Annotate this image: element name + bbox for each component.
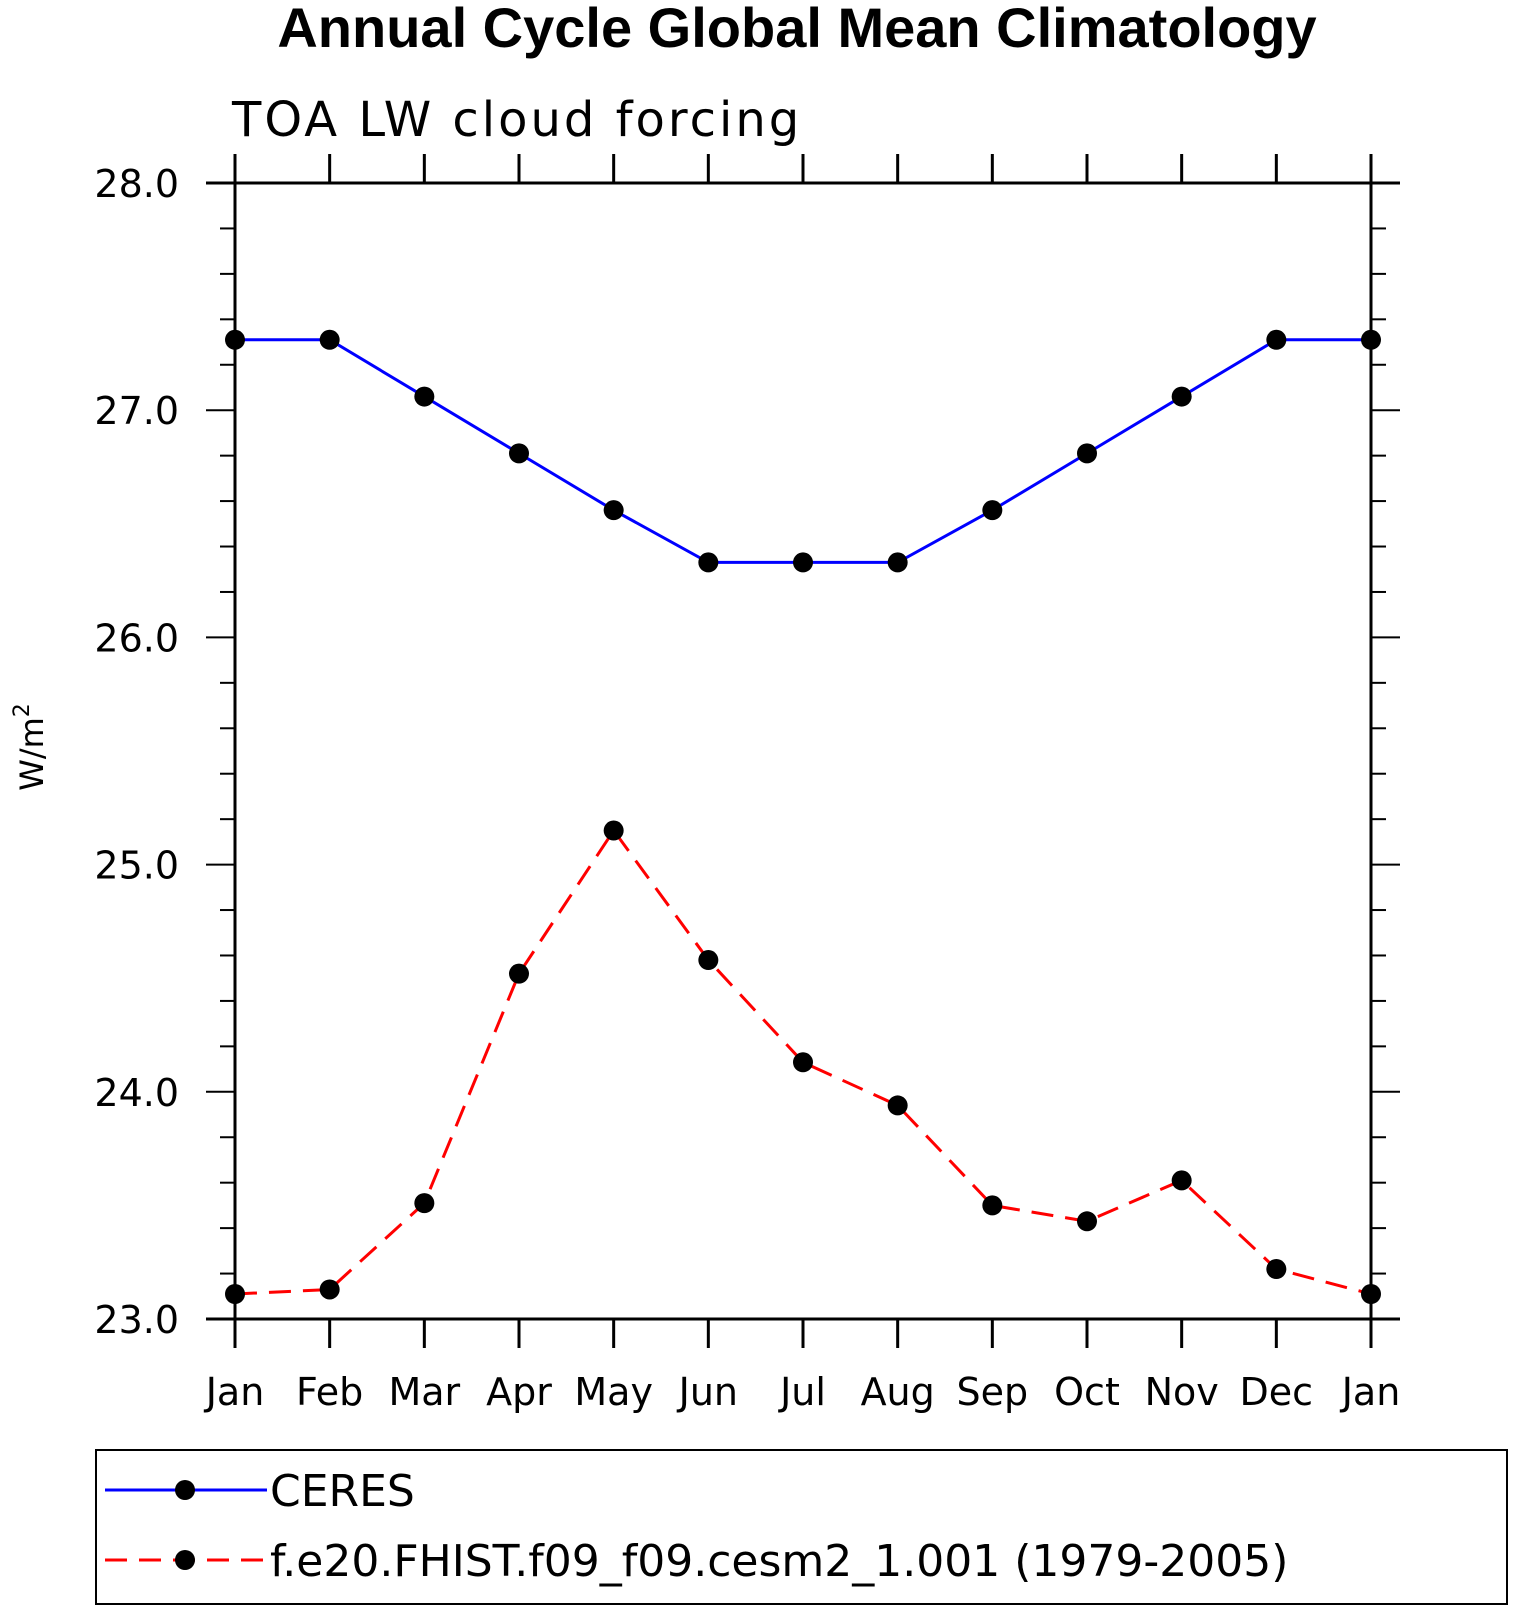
data-point: [1077, 1211, 1097, 1232]
data-point: [793, 1052, 813, 1073]
data-point: [603, 820, 624, 841]
legend-marker-1: [175, 1480, 195, 1500]
data-point: [1266, 329, 1287, 350]
x-tick-label: Oct: [1054, 1370, 1120, 1414]
data-point: [698, 950, 719, 971]
data-point: [982, 1195, 1003, 1216]
y-tick-label: 26.0: [94, 616, 179, 660]
x-tick-label: Nov: [1145, 1370, 1219, 1414]
data-point: [603, 500, 624, 521]
x-tick-label: Mar: [388, 1370, 460, 1414]
data-point: [509, 963, 529, 984]
data-point: [1171, 1170, 1192, 1191]
data-point: [1361, 1284, 1381, 1305]
x-tick-label: Jan: [1340, 1370, 1401, 1414]
data-point: [1361, 329, 1381, 350]
x-tick-label: Feb: [296, 1370, 363, 1414]
x-tick-label: Jan: [204, 1370, 265, 1414]
data-point: [414, 386, 435, 407]
data-point: [414, 1193, 435, 1214]
data-point: [887, 552, 908, 573]
data-point: [1077, 443, 1097, 464]
legend-marker-2: [175, 1550, 195, 1570]
x-tick-label: Apr: [486, 1370, 552, 1414]
data-point: [319, 329, 340, 350]
data-point: [887, 1095, 908, 1116]
x-tick-label: May: [574, 1370, 653, 1414]
data-point: [982, 500, 1003, 521]
data-point: [319, 1279, 340, 1300]
x-tick-label: Aug: [861, 1370, 935, 1414]
data-point: [225, 1284, 245, 1305]
chart-title: Annual Cycle Global Mean Climatology: [277, 0, 1316, 59]
axis-ticks: [206, 154, 1400, 1348]
y-tick-labels: 23.0 24.0 25.0 26.0 27.0 28.0: [94, 162, 179, 1342]
data-point: [225, 329, 245, 350]
data-point: [793, 552, 813, 573]
legend-label-1: CERES: [270, 1466, 415, 1517]
series-line-1: [235, 338, 1371, 564]
plot-axes: [206, 181, 1400, 1321]
plot-frame: [233, 181, 1373, 1321]
x-tick-label: Jun: [677, 1370, 738, 1414]
legend-box: [95, 1449, 1508, 1605]
x-tick-label: Jul: [778, 1370, 826, 1414]
chart-subtitle: TOA LW cloud forcing: [231, 92, 802, 148]
x-tick-label: Dec: [1240, 1370, 1314, 1414]
data-point: [1171, 386, 1192, 407]
legend: CERES f.e20.FHIST.f09_f09.cesm2_1.001 (19…: [95, 1449, 1508, 1605]
x-tick-label: Sep: [957, 1370, 1029, 1414]
y-axis-label: W/m2: [10, 703, 51, 791]
legend-entries: CERES f.e20.FHIST.f09_f09.cesm2_1.001 (19…: [105, 1466, 1288, 1587]
data-point: [1266, 1259, 1287, 1280]
data-series: [225, 329, 1381, 1305]
y-tick-label: 27.0: [94, 389, 179, 433]
y-tick-label: 28.0: [94, 162, 179, 206]
x-tick-labels: Jan Feb Mar Apr May Jun Jul Aug Sep Oct Nov Dec Jan: [204, 1370, 1401, 1414]
y-tick-label: 25.0: [94, 844, 179, 888]
y-tick-label: 23.0: [94, 1298, 179, 1342]
legend-label-2: f.e20.FHIST.f09_f09.cesm2_1.001 (1979-20…: [270, 1536, 1288, 1587]
data-point: [509, 443, 529, 464]
data-point: [698, 552, 719, 573]
y-axis-label-text: W/m: [13, 717, 51, 791]
y-axis-label-superscript: 2: [10, 703, 35, 717]
y-tick-label: 24.0: [94, 1071, 179, 1115]
